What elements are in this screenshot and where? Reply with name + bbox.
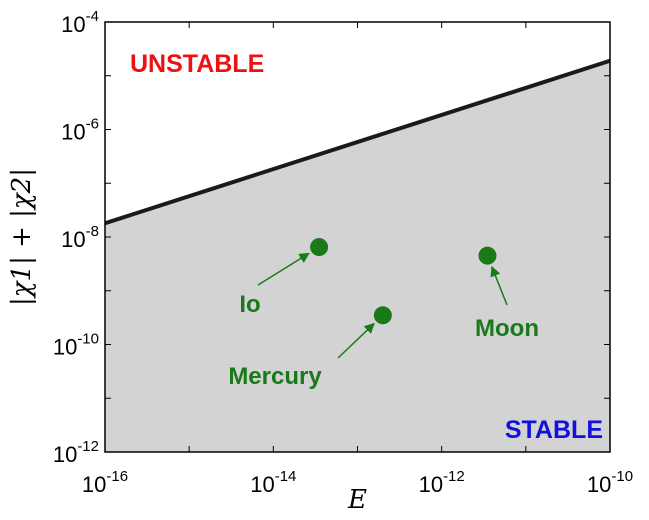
label-moon: Moon: [475, 315, 539, 342]
plot-area: [104, 21, 611, 453]
stable-region-fill: [105, 60, 610, 452]
point-moon: [478, 246, 497, 265]
x-tick-label: 10-12: [419, 468, 465, 497]
x-tick-label: 10-16: [82, 468, 128, 497]
y-tick-label: 10-10: [53, 331, 99, 360]
point-arrows: [257, 252, 508, 359]
data-points: [310, 238, 497, 325]
unstable-region-label: UNSTABLE: [130, 50, 264, 78]
arrow-io: [257, 252, 310, 286]
y-tick-label: 10-6: [61, 116, 99, 145]
x-axis-label: E: [347, 485, 367, 515]
x-tick-label: 10-10: [587, 468, 633, 497]
y-tick-label: 10-12: [53, 438, 99, 467]
point-mercury: [373, 306, 392, 325]
axis-ticks: [104, 21, 611, 453]
y-tick-label: 10-8: [61, 223, 99, 252]
arrow-mercury: [337, 322, 375, 359]
y-tick-label: 10-4: [61, 8, 99, 37]
x-tick-labels: 10-16 10-14 10-12 10-10: [82, 468, 633, 497]
arrow-moon: [490, 265, 508, 306]
stability-boundary-line: [104, 58, 611, 226]
x-tick-label: 10-14: [250, 468, 296, 497]
y-tick-labels: 10-12 10-10 10-8 10-6 10-4: [53, 8, 99, 467]
point-labels: Io Mercury Moon: [228, 291, 539, 390]
label-mercury: Mercury: [228, 363, 322, 390]
stable-region-label: STABLE: [505, 416, 603, 444]
point-io: [310, 238, 329, 257]
y-axis-label: |χ1| + |χ2|: [7, 168, 37, 306]
label-io: Io: [239, 291, 260, 318]
